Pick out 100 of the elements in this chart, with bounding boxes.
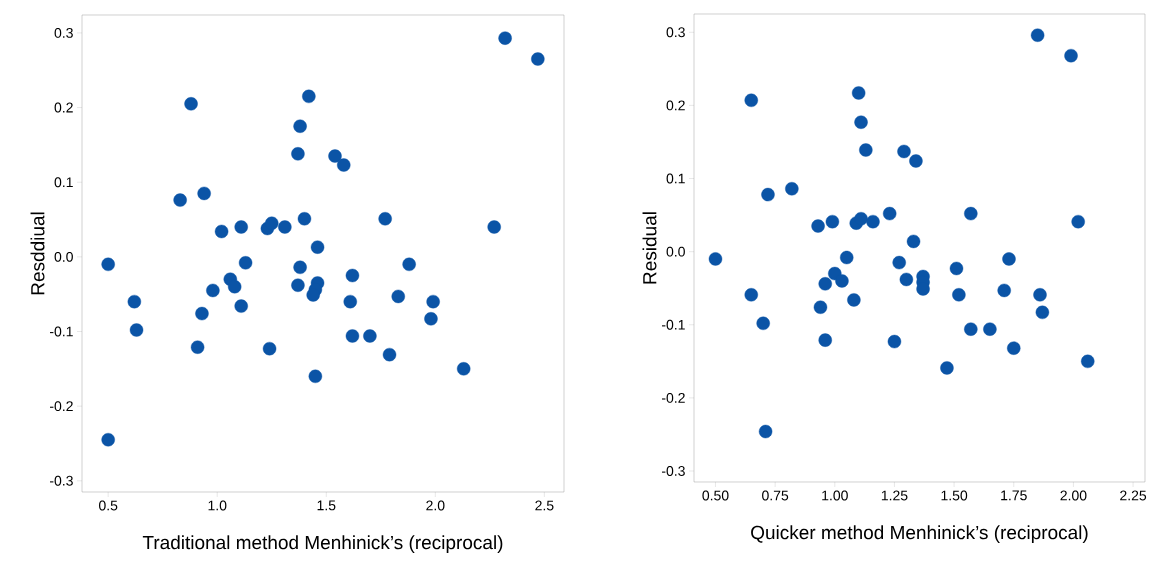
point xyxy=(851,86,866,100)
point xyxy=(1081,354,1095,369)
point xyxy=(964,206,978,221)
x-tick-label: 2.0 xyxy=(426,500,445,511)
point xyxy=(758,424,773,439)
point xyxy=(531,52,545,66)
point xyxy=(262,341,277,356)
point xyxy=(825,214,840,229)
point xyxy=(818,277,832,291)
point xyxy=(234,299,248,313)
x-tick-label: 2.25 xyxy=(1120,490,1147,501)
point xyxy=(402,257,416,272)
point xyxy=(291,147,305,161)
point xyxy=(983,322,997,336)
y-tick-label: 0.0 xyxy=(54,251,73,262)
point xyxy=(265,216,279,230)
x-tick-label: 1.5 xyxy=(317,500,336,511)
point xyxy=(363,329,377,343)
y-tick-label: -0.2 xyxy=(49,401,73,412)
point xyxy=(756,316,770,331)
point xyxy=(949,261,964,276)
point xyxy=(238,256,253,270)
point xyxy=(882,206,897,221)
point xyxy=(854,212,868,226)
point xyxy=(343,294,357,309)
y-tick-label: -0.1 xyxy=(661,319,685,330)
y-tick-label: 0.3 xyxy=(54,27,73,38)
x-tick-label: 1.0 xyxy=(208,500,227,511)
y-tick-label: -0.1 xyxy=(49,326,73,337)
x-tick-label: 2.5 xyxy=(535,500,554,511)
point xyxy=(426,294,440,309)
point xyxy=(909,154,923,168)
point xyxy=(129,323,144,337)
point xyxy=(813,300,828,314)
point xyxy=(227,280,242,294)
x-tick-label: 0.50 xyxy=(702,490,729,501)
point xyxy=(811,219,825,233)
point xyxy=(306,288,320,302)
point xyxy=(744,93,758,107)
y-tick-label: 0.1 xyxy=(54,177,73,188)
point xyxy=(1002,252,1016,266)
x-tick-label: 1.00 xyxy=(822,490,848,501)
point xyxy=(308,369,323,383)
point xyxy=(1071,214,1085,229)
x-tick-label: 1.50 xyxy=(941,490,968,501)
point xyxy=(278,220,292,234)
point xyxy=(456,362,471,376)
y-axis-title: Resddiual xyxy=(30,212,45,295)
x-axis-title: Traditional method Menhinick’s (reciprocal) xyxy=(142,535,503,553)
point xyxy=(206,283,220,298)
point xyxy=(424,312,438,326)
point xyxy=(382,347,397,362)
x-tick-label: 1.25 xyxy=(881,490,908,501)
point xyxy=(761,187,775,202)
point xyxy=(197,186,211,201)
point xyxy=(1035,305,1050,320)
point xyxy=(1007,341,1021,355)
x-axis-title: Quicker method Menhinick’s (reciprocal) xyxy=(751,525,1088,543)
point xyxy=(1033,288,1047,302)
point xyxy=(906,234,921,249)
point xyxy=(345,329,360,343)
x-tick-label: 0.75 xyxy=(762,490,789,501)
point xyxy=(190,340,205,354)
y-tick-label: -0.3 xyxy=(49,475,73,486)
x-tick-label: 1.75 xyxy=(1001,490,1027,501)
point xyxy=(859,143,873,157)
point xyxy=(310,240,325,254)
x-tick-label: 0.5 xyxy=(99,500,118,511)
point xyxy=(293,119,307,133)
point xyxy=(214,224,229,239)
point xyxy=(866,214,880,229)
point xyxy=(487,220,501,234)
point xyxy=(964,322,978,336)
point xyxy=(997,283,1011,298)
point xyxy=(195,306,209,321)
y-tick-label: 0.1 xyxy=(666,173,685,184)
point xyxy=(291,278,305,292)
point xyxy=(899,272,914,287)
point xyxy=(818,333,832,347)
point xyxy=(708,252,723,266)
point xyxy=(173,193,187,207)
point xyxy=(952,288,966,302)
y-tick-label: 0.2 xyxy=(666,100,685,111)
point xyxy=(101,433,115,447)
point xyxy=(337,158,351,172)
y-tick-label: 0.3 xyxy=(666,27,685,38)
point xyxy=(328,149,342,163)
point xyxy=(293,260,307,274)
point xyxy=(297,212,312,226)
y-tick-label: 0.2 xyxy=(54,102,73,113)
point xyxy=(835,274,849,288)
point xyxy=(234,220,248,234)
point xyxy=(184,97,198,111)
point xyxy=(1064,48,1078,63)
y-axis-title: Residual xyxy=(642,212,657,284)
point xyxy=(887,334,902,349)
point xyxy=(840,250,854,265)
x-tick-label: 2.00 xyxy=(1060,490,1087,501)
point xyxy=(101,257,115,272)
point xyxy=(892,255,906,270)
